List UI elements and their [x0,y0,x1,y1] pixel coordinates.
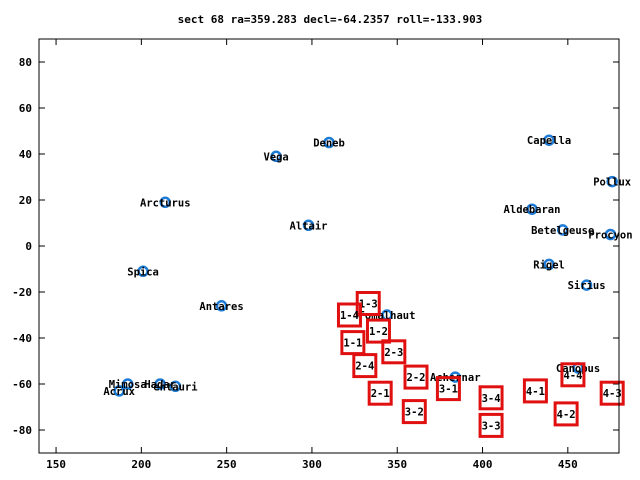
sector-box [352,353,378,379]
x-tick-label: 250 [217,458,237,471]
star-label: Procyon [588,230,632,242]
sector-label: 4-2 [557,409,576,421]
star-point [215,300,228,312]
y-tick-label: -20 [12,286,32,299]
star-label: Pollux [593,177,632,189]
sector-box [365,318,391,344]
star-point [137,265,149,278]
sector-box [435,376,461,402]
x-tick-label: 200 [131,458,151,471]
x-tick-label: 400 [473,458,493,471]
y-tick-label: 0 [25,240,32,253]
sector-box [560,362,586,388]
star-label: Arcturus [140,197,191,209]
star-label: Capella [527,135,571,147]
star-label: Aldebaran [504,204,561,216]
star-label: Spica [127,266,159,278]
sector-box [401,399,427,425]
star-point [604,228,617,241]
star-point [169,380,182,393]
sector-box [478,385,504,411]
star-point [543,134,555,146]
sector-box [403,364,429,390]
y-tick-label: -80 [12,424,32,437]
x-tick-label: 450 [558,458,578,471]
star-point [556,224,569,236]
star-point [159,196,171,209]
star-label: Betelgeuse [531,225,594,237]
star-point [323,136,335,149]
sector-box [553,401,579,427]
star-point [580,279,593,291]
y-tick-label: 40 [19,148,32,161]
sector-label: 3-3 [482,420,501,432]
star-label: Deneb [313,138,345,150]
star-point [302,219,315,232]
star-point [543,258,555,271]
star-point [270,150,282,163]
sector-label: 1-2 [369,326,388,338]
sector-label: 4-3 [603,388,622,400]
star-label: Hadar [144,379,176,391]
y-tick-label: -40 [12,332,32,345]
plot-frame [38,38,620,454]
sector-box [336,302,362,328]
x-tick-label: 150 [46,458,66,471]
sector-label: 1-3 [359,299,378,311]
star-label: Mimosa [109,379,147,391]
axis-ticks: 150 200 250 300 350 400 450 -80 -60 -40 -20 0 20 40 60… [12,39,619,471]
star-label: Rigel [533,259,565,271]
star-label: Canopus [556,363,600,375]
sector-box [367,380,393,406]
sector-box [478,412,504,438]
sector-box [599,380,625,406]
star-point [121,378,134,390]
sector-label: 2-1 [371,388,390,400]
star-point [526,203,538,215]
sector-box [381,339,407,365]
sector-boxes: 1-1 1-2 1-31-4 2-1 2-2 2-3 2-4 3-1 3-2 3-3 3-4 4-1 4… [336,291,625,438]
sector-label: 2-3 [384,347,403,359]
y-tick-label: 20 [19,194,32,207]
star-label: entauri [153,381,197,393]
sector-label: 1-1 [343,338,362,350]
star-labels: Deneb Vega Capella Pollux Arcturus Aldebaran A… [103,135,632,398]
sector-label: 1-4 [340,310,359,322]
sector-label: 3-4 [482,393,501,405]
sector-label: 4-4 [563,370,582,382]
sector-label: 2-4 [355,361,374,373]
star-label: Antares [199,301,243,313]
star-point [606,175,618,188]
sector-label: 2-2 [407,372,426,384]
sector-label: 3-2 [405,407,424,419]
y-tick-label: 60 [19,102,32,115]
y-tick-label: 80 [19,56,32,69]
y-tick-label: -60 [12,378,32,391]
star-label: Vega [263,151,288,163]
sector-label: 4-1 [526,386,545,398]
star-label: Altair [290,220,328,232]
star-point [154,378,166,390]
star-point [113,385,125,397]
chart-title: sect 68 ra=359.283 decl=-64.2357 roll=-1… [178,13,483,26]
x-tick-label: 350 [387,458,407,471]
star-label: Acrux [103,386,135,398]
star-label: Sirius [568,280,606,292]
sector-label: 3-1 [439,384,458,396]
sector-box [522,378,548,404]
x-tick-label: 300 [302,458,322,471]
